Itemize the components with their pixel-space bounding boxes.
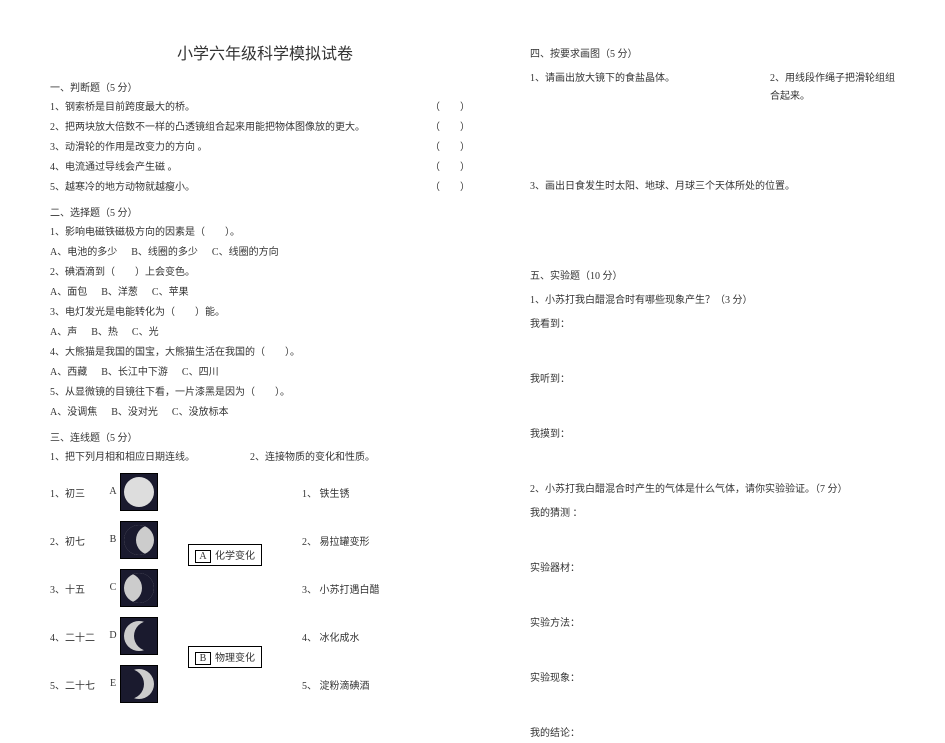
s3-heading: 1、把下列月相和相应日期连线。 2、连接物质的变化和性质。 [50, 450, 480, 466]
sec3-title: 三、连线题（5 分） [50, 429, 480, 444]
date-3: 3、十五 [50, 581, 110, 596]
s4-q3: 3、画出日食发生时太阳、地球、月球三个天体所处的位置。 [530, 178, 895, 196]
s1-q1: 1、钢索桥是目前跨度最大的桥。（ ） [50, 100, 480, 116]
s2-q1-opts: A、电池的多少B、线圈的多少C、线圈的方向 [50, 245, 480, 261]
s1-q5: 5、越寒冷的地方动物就越瘦小。（ ） [50, 180, 480, 196]
prop-1: 1、 铁生锈 [302, 470, 380, 514]
s2-q5-opts: A、没调焦B、没对光C、没放标本 [50, 405, 480, 421]
prop-4: 4、 冰化成水 [302, 614, 380, 658]
s5-equip: 实验器材： [530, 560, 895, 578]
moon-c: C [120, 569, 158, 607]
s1-q2: 2、把两块放大倍数不一样的凸透镜组合起来用能把物体图像放的更大。（ ） [50, 120, 480, 136]
date-2: 2、初七 [50, 533, 110, 548]
page-title: 小学六年级科学模拟试卷 [50, 40, 480, 64]
sec1-title: 一、判断题（5 分） [50, 79, 480, 94]
s5-touch: 我摸到： [530, 426, 895, 444]
date-1: 1、初三 [50, 485, 110, 500]
s2-q2-opts: A、面包B、洋葱C、苹果 [50, 285, 480, 301]
moon-crescent-r-icon [124, 669, 154, 699]
moon-d: D [120, 617, 158, 655]
moon-b: B [120, 521, 158, 559]
s2-q3: 3、电灯发光是电能转化为（ ）能。 [50, 305, 480, 321]
s5-concl: 我的结论： [530, 725, 895, 743]
moon-gibbous-l-icon [124, 573, 154, 603]
s5-method: 实验方法： [530, 615, 895, 633]
sec2-title: 二、选择题（5 分） [50, 204, 480, 219]
sec5-title: 五、实验题（10 分） [530, 268, 895, 286]
prop-3: 3、 小苏打遇白醋 [302, 566, 380, 610]
s2-q4-opts: A、西藏B、长江中下游C、四川 [50, 365, 480, 381]
moon-a: A [120, 473, 158, 511]
s2-q4: 4、大熊猫是我国的国宝，大熊猫生活在我国的（ ）。 [50, 345, 480, 361]
s2-q3-opts: A、声B、热C、光 [50, 325, 480, 341]
s5-see: 我看到： [530, 316, 895, 334]
sec4-title: 四、按要求画图（5 分） [530, 46, 895, 64]
s5-guess: 我的猜测 ： [530, 505, 895, 523]
moon-e: E [120, 665, 158, 703]
change-a: A化学变化 [188, 544, 262, 566]
moon-crescent-l-icon [124, 621, 154, 651]
s5-q2: 2、小苏打我白醋混合时产生的气体是什么气体，请你实验验证。（7 分） [530, 481, 895, 499]
s2-q1: 1、影响电磁铁磁极方向的因素是（ ）。 [50, 225, 480, 241]
change-b: B物理变化 [188, 646, 262, 668]
s5-hear: 我听到： [530, 371, 895, 389]
matching-area: 1、初三 2、初七 3、十五 4、二十二 5、二十七 A B C D E A化学… [50, 470, 480, 710]
s5-phenom: 实验现象： [530, 670, 895, 688]
s1-q4: 4、电流通过导线会产生磁 。（ ） [50, 160, 480, 176]
moon-full-icon [124, 477, 154, 507]
s1-q3: 3、动滑轮的作用是改变力的方向 。（ ） [50, 140, 480, 156]
moon-gibbous-icon [124, 525, 154, 555]
prop-2: 2、 易拉罐变形 [302, 518, 380, 562]
date-5: 5、二十七 [50, 677, 110, 692]
s5-q1: 1、小苏打我白醋混合时有哪些现象产生？（3 分） [530, 292, 895, 310]
date-4: 4、二十二 [50, 629, 110, 644]
s2-q5: 5、从显微镜的目镜往下看，一片漆黑是因为（ ）。 [50, 385, 480, 401]
s2-q2: 2、碘酒滴到（ ）上会变色。 [50, 265, 480, 281]
s4-q1q2: 1、请画出放大镜下的食盐晶体。 2、用线段作绳子把滑轮组组合起来。 [530, 70, 895, 106]
